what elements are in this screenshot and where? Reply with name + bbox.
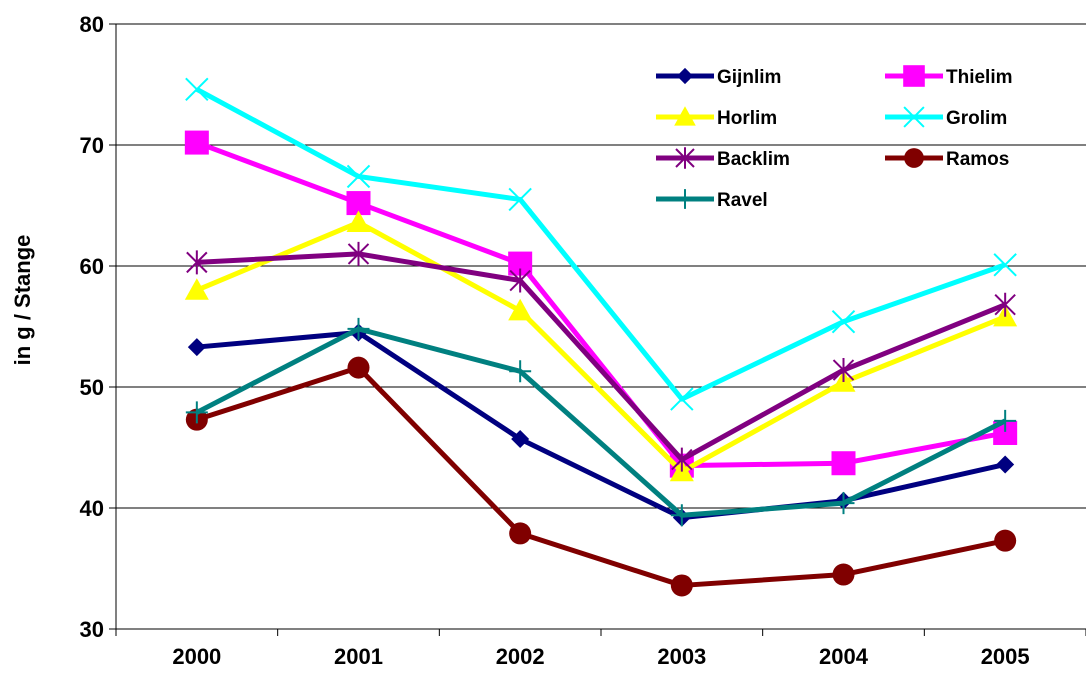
- series-line-backlim: [196, 251, 1007, 463]
- series-line-gijnlim: [196, 330, 1006, 521]
- data-point-grolim: [993, 253, 1017, 277]
- series-layer: [184, 77, 1018, 597]
- series-line-ramos: [196, 365, 1006, 588]
- legend-label-ramos: Ramos: [946, 149, 1009, 170]
- series-line-horlim: [195, 219, 1007, 475]
- series-ravel: [185, 317, 1017, 527]
- data-point-horlim: [508, 298, 533, 321]
- data-point-ravel: [347, 317, 370, 340]
- y-tick-label: 60: [80, 254, 104, 279]
- data-point-grolim: [346, 164, 371, 189]
- y-tick-label: 70: [80, 133, 104, 158]
- data-point-backlim: [994, 292, 1016, 317]
- data-point-ramos: [670, 574, 693, 597]
- data-point-thielim: [508, 251, 533, 276]
- legend-marker-gijnlim: [676, 67, 694, 85]
- data-point-grolim: [831, 309, 856, 334]
- data-point-gijnlim: [996, 455, 1015, 474]
- y-axis-title: in g / Stange: [10, 235, 35, 366]
- legend-marker-ramos: [904, 148, 924, 168]
- series-ramos: [185, 356, 1017, 597]
- data-point-thielim: [184, 130, 209, 155]
- x-tick-label: 2001: [334, 644, 383, 669]
- series-grolim: [185, 77, 1017, 411]
- legend-label-ravel: Ravel: [717, 190, 768, 211]
- legend-item-horlim: Horlim: [656, 106, 777, 129]
- legend-item-ramos: Ramos: [885, 148, 1009, 170]
- data-point-ravel: [670, 504, 693, 527]
- data-point-ramos: [509, 522, 532, 545]
- legend: Gijnlim Thielim Horlim Grolim Backlim Ramos Ra…: [656, 65, 1013, 211]
- data-point-ravel: [994, 409, 1017, 432]
- series-backlim: [186, 241, 1016, 472]
- legend-item-grolim: Grolim: [885, 106, 1007, 129]
- x-tick-label: 2000: [172, 644, 221, 669]
- x-tick-label: 2003: [657, 644, 706, 669]
- data-point-backlim: [186, 250, 208, 275]
- y-tick-label: 80: [80, 12, 104, 37]
- data-point-ravel: [185, 401, 208, 424]
- data-point-ramos: [994, 529, 1017, 552]
- x-axis-ticks: 2000 2001 2002 2003 2004 2005: [115, 629, 1086, 669]
- x-tick-label: 2002: [496, 644, 545, 669]
- legend-marker-backlim: [675, 147, 695, 169]
- legend-item-ravel: Ravel: [656, 189, 768, 211]
- legend-marker-horlim: [674, 106, 696, 126]
- series-line-thielim: [195, 140, 1006, 469]
- legend-marker-thielim: [903, 65, 925, 87]
- y-tick-label: 40: [80, 496, 104, 521]
- legend-label-thielim: Thielim: [946, 67, 1013, 88]
- series-line-ravel: [195, 326, 1007, 518]
- data-point-gijnlim: [187, 338, 206, 357]
- gridlines: [116, 23, 1086, 509]
- data-point-backlim: [509, 268, 531, 293]
- data-point-grolim: [185, 77, 209, 102]
- legend-label-backlim: Backlim: [717, 149, 790, 170]
- data-point-backlim: [671, 447, 693, 472]
- data-point-horlim: [346, 210, 371, 233]
- legend-label-gijnlim: Gijnlim: [717, 67, 781, 88]
- data-point-ravel: [509, 360, 532, 383]
- x-tick-label: 2005: [981, 644, 1030, 669]
- data-point-gijnlim: [511, 430, 530, 449]
- legend-item-thielim: Thielim: [885, 65, 1013, 88]
- legend-label-grolim: Grolim: [946, 108, 1007, 129]
- x-tick-label: 2004: [819, 644, 869, 669]
- y-tick-label: 30: [80, 617, 104, 642]
- data-point-grolim: [508, 187, 532, 212]
- legend-item-gijnlim: Gijnlim: [656, 67, 781, 88]
- y-tick-label: 50: [80, 375, 104, 400]
- data-point-backlim: [832, 358, 855, 383]
- y-axis-ticks: 30 40 50 60 70 80: [80, 12, 116, 642]
- data-point-backlim: [347, 241, 370, 266]
- data-point-grolim: [670, 387, 694, 411]
- legend-item-backlim: Backlim: [656, 147, 790, 170]
- legend-label-horlim: Horlim: [717, 108, 777, 129]
- series-line-grolim: [195, 87, 1006, 402]
- data-point-thielim: [831, 451, 856, 476]
- data-point-ramos: [347, 356, 370, 379]
- data-point-ravel: [832, 492, 855, 515]
- legend-marker-ravel: [675, 189, 695, 209]
- data-point-ramos: [832, 563, 855, 586]
- data-point-horlim: [184, 278, 209, 300]
- legend-marker-grolim: [903, 106, 925, 128]
